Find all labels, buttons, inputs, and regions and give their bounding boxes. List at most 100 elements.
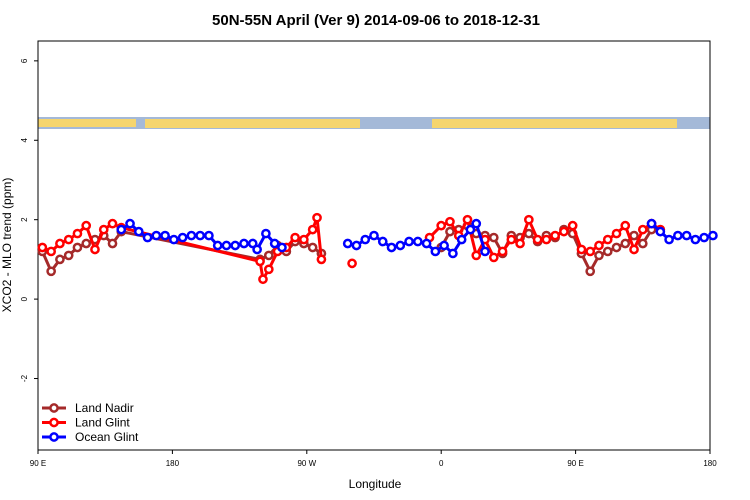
data-point-ocean-glint <box>690 234 701 245</box>
land-band-segment <box>38 119 136 127</box>
data-point-land-glint <box>307 224 318 235</box>
data-point-land-nadir <box>594 250 604 261</box>
data-point-ocean-glint <box>395 240 406 251</box>
data-point-land-nadir <box>81 238 92 249</box>
legend-item-ocean-glint: Ocean Glint <box>42 430 139 444</box>
data-point-land-glint <box>559 226 569 237</box>
data-point-ocean-glint <box>421 238 432 249</box>
data-point-ocean-glint <box>664 234 674 245</box>
data-point-land-glint <box>550 230 560 241</box>
data-point-land-glint <box>255 256 265 267</box>
legend-label: Land Nadir <box>75 401 134 415</box>
data-point-ocean-glint <box>377 236 388 247</box>
legend-marker <box>49 417 59 428</box>
data-point-land-glint <box>611 228 622 239</box>
data-point-ocean-glint <box>252 244 262 255</box>
data-point-ocean-glint <box>386 242 397 253</box>
data-point-land-nadir <box>263 250 274 261</box>
data-point-ocean-glint <box>480 246 490 257</box>
y-tick-label: 2 <box>20 217 29 222</box>
data-point-land-glint <box>576 244 587 255</box>
x-tick-label: 180 <box>166 459 180 468</box>
data-point-ocean-glint <box>351 240 362 251</box>
data-point-land-nadir <box>585 266 596 277</box>
data-point-land-glint <box>72 228 83 239</box>
data-point-land-glint <box>347 258 357 269</box>
data-point-land-glint <box>436 220 447 231</box>
land-band-segment <box>432 119 677 128</box>
data-point-land-glint <box>55 238 65 249</box>
y-tick-label: 6 <box>20 58 29 63</box>
data-point-ocean-glint <box>646 218 657 229</box>
data-point-land-glint <box>98 224 109 235</box>
data-point-ocean-glint <box>342 238 353 249</box>
data-point-land-nadir <box>63 250 74 261</box>
data-point-land-glint <box>524 214 534 225</box>
y-tick-label: 4 <box>20 137 29 142</box>
data-point-land-glint <box>515 238 525 249</box>
data-point-land-glint <box>263 264 274 275</box>
data-point-land-glint <box>63 234 74 245</box>
data-point-ocean-glint <box>404 236 414 247</box>
data-point-land-glint <box>585 246 596 257</box>
data-point-land-glint <box>299 234 309 245</box>
data-point-ocean-glint <box>430 246 441 257</box>
data-point-ocean-glint <box>247 238 258 249</box>
legend-item-land-glint: Land Glint <box>42 416 130 430</box>
data-point-land-nadir <box>46 266 56 277</box>
y-tick-label: -2 <box>20 374 29 382</box>
data-point-land-glint <box>81 220 92 231</box>
data-point-ocean-glint <box>204 230 214 241</box>
series-ocean-glint <box>116 218 718 259</box>
data-point-land-glint <box>602 234 613 245</box>
data-point-land-nadir <box>620 238 631 249</box>
plot-frame <box>37 40 711 451</box>
data-point-ocean-glint <box>230 240 241 251</box>
x-tick-label: 90 W <box>297 459 316 468</box>
data-point-ocean-glint <box>448 248 458 259</box>
data-point-ocean-glint <box>195 230 206 241</box>
data-point-land-glint <box>107 218 118 229</box>
x-tick-label: 90 E <box>567 459 583 468</box>
x-tick-label: 90 E <box>30 459 46 468</box>
data-point-ocean-glint <box>708 230 718 241</box>
data-point-land-glint <box>445 216 455 227</box>
data-point-ocean-glint <box>125 218 135 229</box>
data-point-ocean-glint <box>116 224 127 235</box>
data-point-ocean-glint <box>699 232 710 243</box>
chart-title: 50N-55N April (Ver 9) 2014-09-06 to 2018… <box>212 12 540 29</box>
data-point-land-glint <box>90 244 100 255</box>
legend-item-land-nadir: Land Nadir <box>42 401 134 415</box>
x-tick-label: 0 <box>439 459 444 468</box>
data-point-ocean-glint <box>471 218 482 229</box>
y-axis: -2 0 2 4 6 <box>20 58 38 382</box>
data-point-land-nadir <box>55 254 65 265</box>
data-point-land-nadir <box>637 238 648 249</box>
data-point-ocean-glint <box>369 230 379 241</box>
land-ocean-band <box>38 117 710 129</box>
series-layer <box>37 212 718 285</box>
data-point-ocean-glint <box>439 240 449 251</box>
data-point-land-glint <box>316 254 327 265</box>
data-point-ocean-glint <box>465 224 476 235</box>
data-point-ocean-glint <box>673 230 683 241</box>
x-tick-label: 180 <box>703 459 717 468</box>
data-point-land-glint <box>594 240 604 251</box>
data-point-ocean-glint <box>277 242 287 253</box>
data-point-land-glint <box>541 234 552 245</box>
data-point-ocean-glint <box>261 228 271 239</box>
data-point-ocean-glint <box>186 230 197 241</box>
data-point-ocean-glint <box>269 238 280 249</box>
data-point-land-glint <box>567 220 578 231</box>
data-point-land-glint <box>312 212 322 223</box>
data-point-land-glint <box>637 224 648 235</box>
data-point-land-glint <box>290 232 300 243</box>
data-point-land-glint <box>532 234 543 245</box>
series-land-glint <box>37 212 666 285</box>
data-point-ocean-glint <box>239 238 249 249</box>
x-axis-label: Longitude <box>349 477 402 491</box>
data-point-land-nadir <box>445 226 455 237</box>
land-band-segment <box>145 119 360 128</box>
